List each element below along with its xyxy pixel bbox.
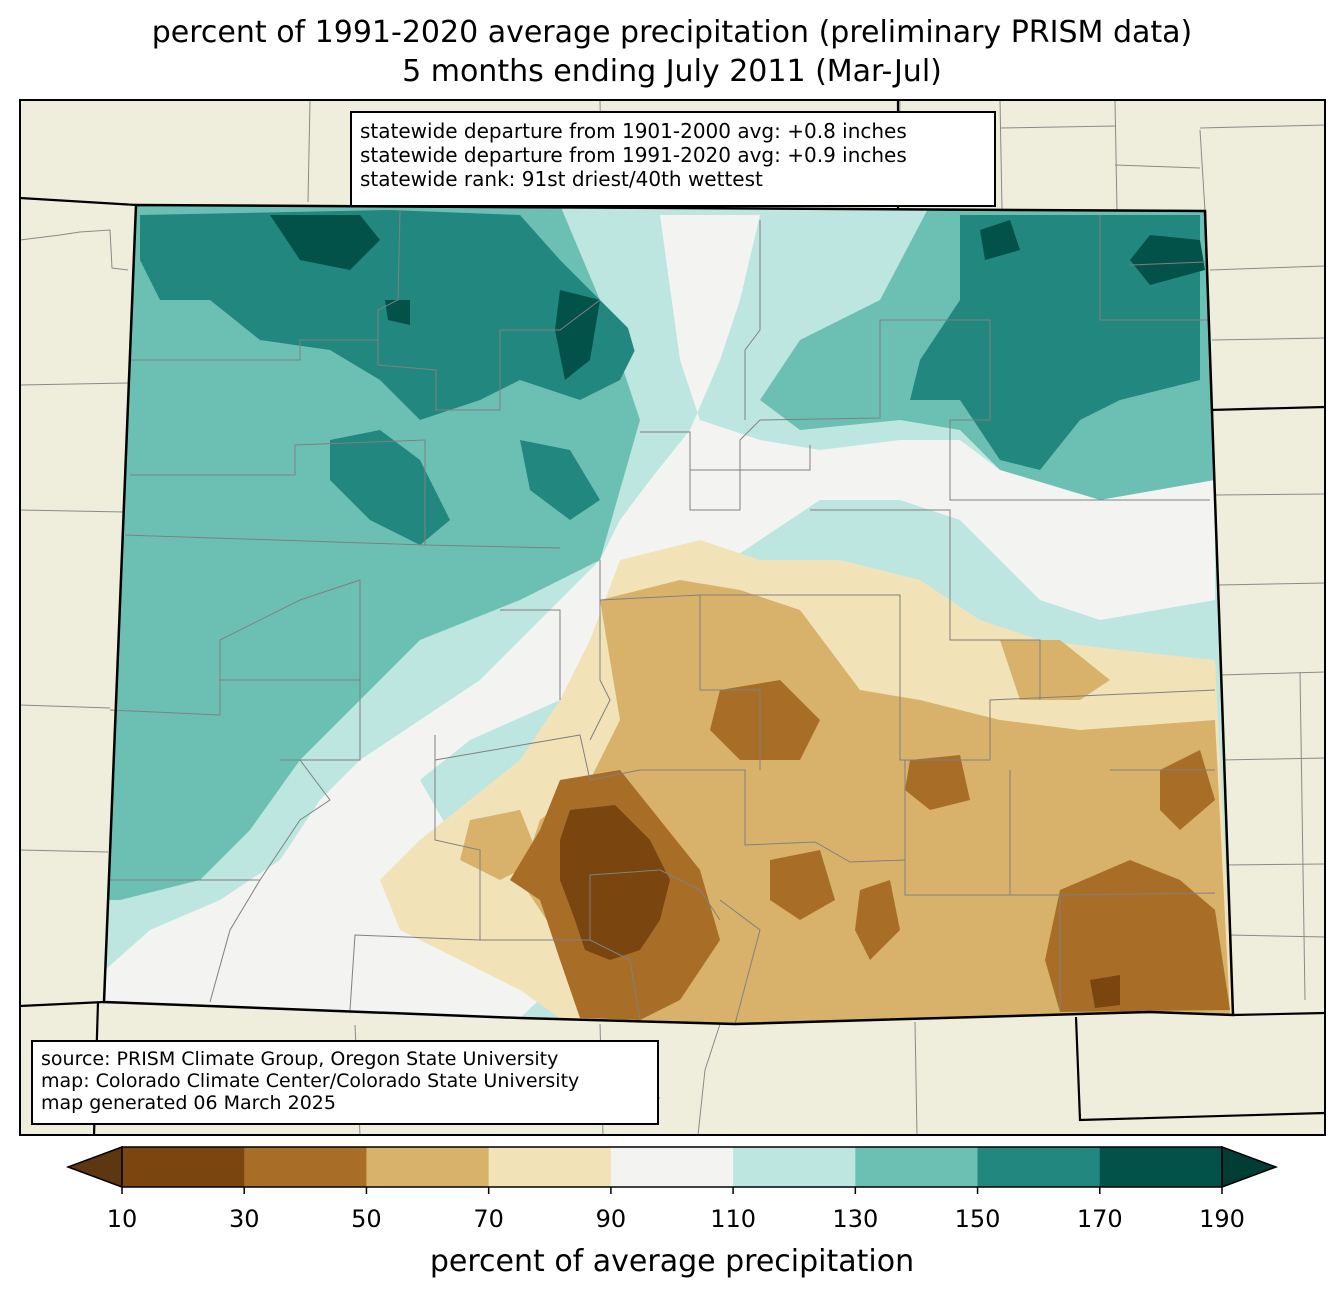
colorbar-bin-70-90 [488, 1147, 612, 1187]
source-line-1: source: PRISM Climate Group, Oregon Stat… [41, 1048, 559, 1070]
colorbar-tick-label: 110 [710, 1205, 757, 1233]
colorbar-bin-110-130 [733, 1147, 856, 1187]
colorbar-bin-170-190 [1099, 1147, 1223, 1187]
colorbar-bin-130-150 [855, 1147, 979, 1187]
colorbar-bin-150-170 [977, 1147, 1101, 1187]
source-box: source: PRISM Climate Group, Oregon Stat… [31, 1040, 659, 1125]
source-line-2: map: Colorado Climate Center/Colorado St… [41, 1070, 580, 1092]
colorado-precip-field [104, 205, 1233, 1024]
stats-departure-1901-2000: statewide departure from 1901-2000 avg: … [360, 119, 907, 143]
map-frame [19, 99, 1326, 1136]
source-line-3: map generated 06 March 2025 [41, 1092, 336, 1114]
colorbar-under-arrow [65, 1145, 123, 1189]
colorbar-bin-10-30 [122, 1147, 245, 1187]
colorbar-outline [121, 1146, 1223, 1188]
colorado-border [102, 203, 1235, 1026]
colorbar-tick-label: 70 [473, 1205, 504, 1233]
stats-departure-1991-2020: statewide departure from 1991-2020 avg: … [360, 143, 907, 167]
colorbar-bin-30-50 [244, 1147, 367, 1187]
colorbar-tick-label: 130 [832, 1205, 879, 1233]
colorbar-bin-90-110 [610, 1147, 734, 1187]
colorbar-label: percent of average precipitation [429, 1244, 915, 1279]
colorbar-bin-50-70 [366, 1147, 490, 1187]
colorbar-tick-label: 90 [595, 1205, 627, 1233]
colorbar-tick-label: 170 [1076, 1205, 1123, 1233]
statewide-stats-box: statewide departure from 1901-2000 avg: … [350, 111, 996, 207]
stats-rank: statewide rank: 91st driest/40th wettest [360, 167, 763, 191]
county-lines [109, 209, 1216, 1025]
colorbar-tick-label: 150 [954, 1205, 1001, 1233]
map-title-line-2: 5 months ending July 2011 (Mar-Jul) [402, 54, 942, 89]
colorbar-tick-label: 50 [351, 1205, 382, 1233]
colorbar-tick-label: 30 [228, 1205, 260, 1233]
colorbar-tick-label: 190 [1199, 1205, 1245, 1233]
map-title-line-1: percent of 1991-2020 average precipitati… [151, 15, 1193, 50]
colorbar-tick-label: 10 [106, 1205, 138, 1233]
colorbar-over-arrow [1221, 1145, 1279, 1189]
